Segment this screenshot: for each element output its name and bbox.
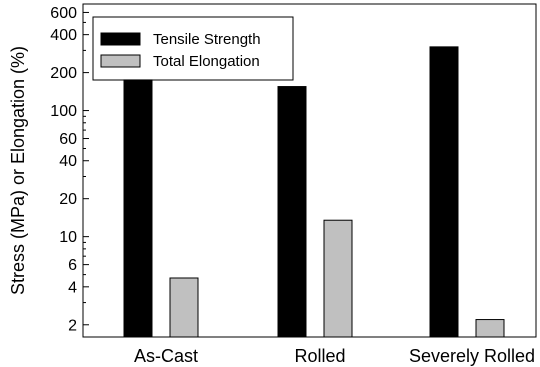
legend-label: Tensile Strength — [153, 31, 261, 48]
x-category-label: As-Cast — [134, 346, 198, 366]
y-tick-label: 600 — [50, 5, 77, 22]
bar-tensile-strength-1 — [277, 86, 307, 338]
bar-tensile-strength-2 — [429, 46, 459, 338]
y-tick-label: 4 — [68, 279, 77, 296]
y-tick-label: 20 — [59, 191, 77, 208]
y-tick-label: 40 — [59, 153, 77, 170]
legend-swatch — [100, 54, 141, 68]
legend-box — [92, 16, 294, 81]
bars-layer — [123, 46, 505, 338]
legend-swatch — [100, 32, 141, 46]
y-tick-label: 400 — [50, 27, 77, 44]
bar-tensile-strength-0 — [123, 79, 153, 338]
y-tick-label: 6 — [68, 257, 77, 274]
x-category-label: Severely Rolled — [409, 346, 535, 366]
y-tick-label: 100 — [50, 103, 77, 120]
y-tick-label: 2 — [68, 317, 77, 334]
bar-total-elongation-1 — [323, 219, 353, 338]
y-ticks: 2 4 6 10 20 40 60 100 200 400 600 — [50, 3, 89, 334]
legend: Tensile Strength Total Elongation — [92, 16, 294, 81]
plot-frame — [82, 3, 537, 338]
y-tick-label: 60 — [59, 131, 77, 148]
bar-total-elongation-0 — [169, 277, 199, 338]
x-category-labels: As-Cast Rolled Severely Rolled — [134, 346, 535, 366]
y-tick-label: 200 — [50, 65, 77, 82]
y-axis-label: Stress (MPa) or Elongation (%) — [8, 46, 28, 295]
y-tick-label: 10 — [59, 229, 77, 246]
x-category-label: Rolled — [294, 346, 345, 366]
legend-label: Total Elongation — [153, 53, 260, 70]
axes-layer — [82, 3, 537, 338]
bar-total-elongation-2 — [475, 319, 505, 338]
